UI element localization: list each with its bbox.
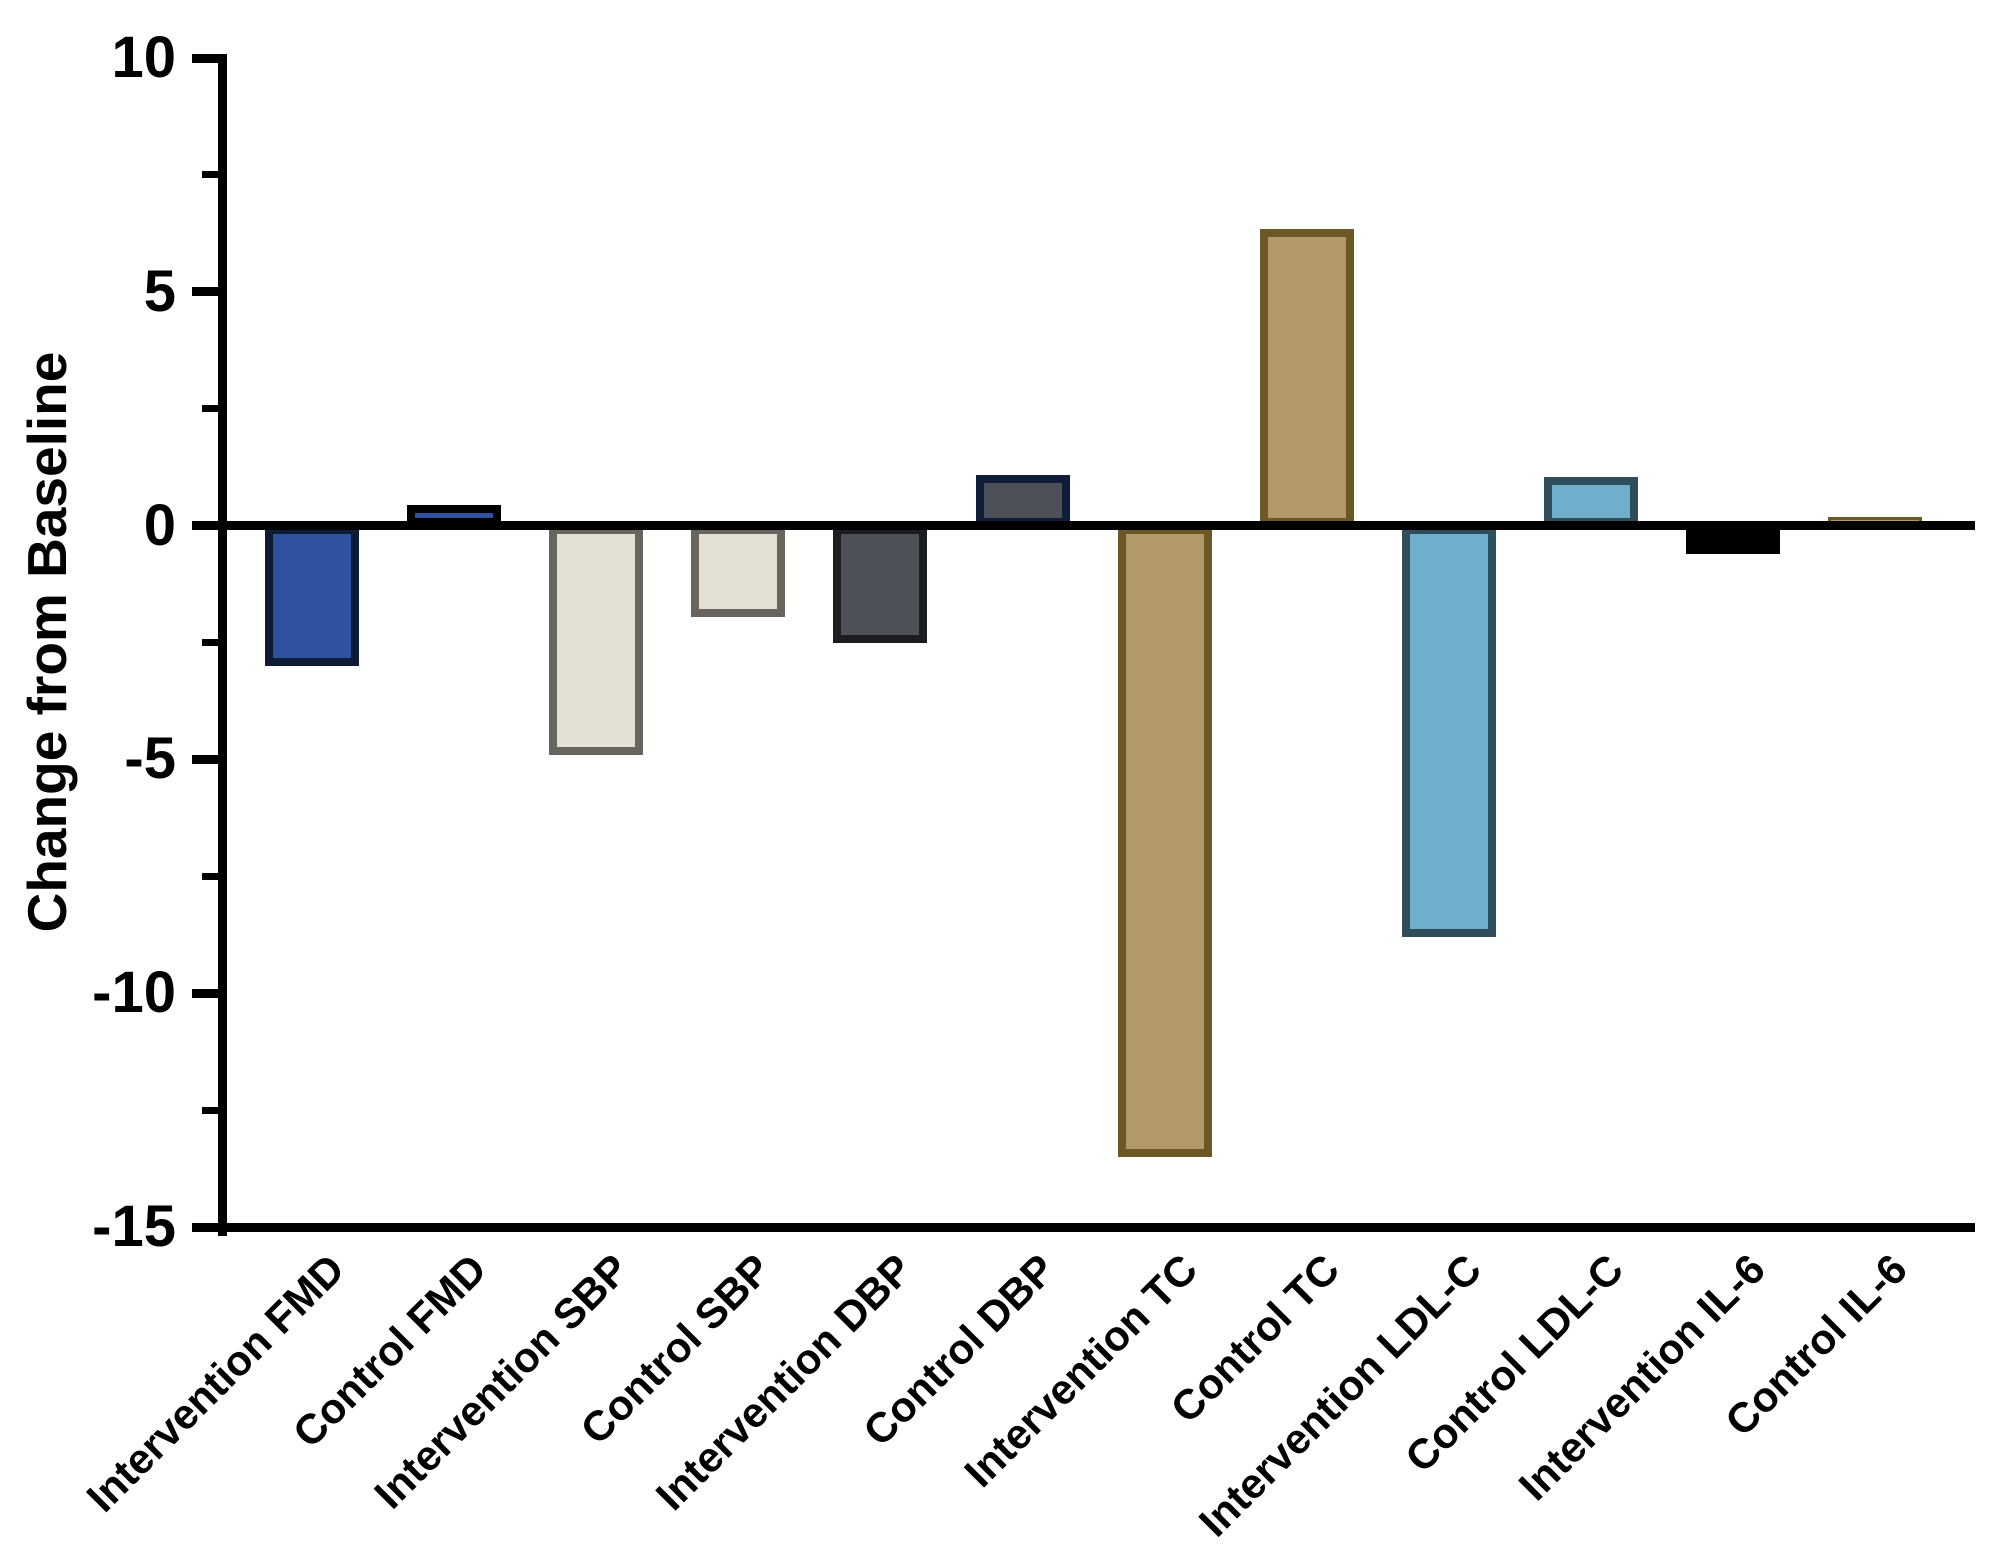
- y-minor-tick: [202, 405, 218, 413]
- y-minor-tick: [202, 1106, 218, 1114]
- x-axis-bottom-spine: [218, 1222, 1975, 1232]
- x-axis-zero-line: [218, 521, 1975, 531]
- y-tick-label: -15: [92, 1194, 176, 1259]
- y-major-tick: [192, 1222, 218, 1232]
- plot-area: 10 5 0 -5 -10 -15: [92, 25, 1975, 1259]
- bar-intervention-il-6: [1686, 526, 1780, 554]
- y-tick-label: -5: [124, 726, 176, 792]
- y-minor-tick: [202, 171, 218, 179]
- y-axis-spine: [218, 54, 227, 1236]
- y-minor-tick: [202, 872, 218, 880]
- y-axis-title: Change from Baseline: [16, 351, 78, 933]
- y-major-tick: [192, 53, 218, 63]
- y-major-tick: [192, 988, 218, 998]
- bar-control-sbp: [691, 526, 785, 617]
- x-tick-label-intervention-dbp: Intervention DBP: [647, 1245, 922, 1520]
- y-major-tick: [192, 521, 218, 531]
- bar-control-dbp: [976, 475, 1070, 526]
- bar-intervention-fmd: [265, 526, 359, 666]
- x-tick-label-intervention-sbp: Intervention SBP: [364, 1245, 638, 1518]
- y-tick-label: 10: [111, 25, 176, 90]
- bar-intervention-dbp: [833, 526, 927, 643]
- bar-control-ldl-c: [1544, 477, 1638, 526]
- bar-intervention-ldl-c: [1402, 526, 1496, 937]
- bar-intervention-tc: [1118, 526, 1212, 1157]
- x-tick-label-intervention-ldl-c: Intervention LDL-C: [1189, 1245, 1491, 1545]
- bar-intervention-sbp: [549, 526, 643, 755]
- bar-control-tc: [1260, 229, 1354, 526]
- x-tick-label-intervention-fmd: Intervention FMD: [77, 1245, 354, 1521]
- y-tick-label: -10: [92, 960, 176, 1026]
- x-tick-label-intervention-il-6: Intervention IL-6: [1509, 1245, 1775, 1510]
- y-tick-label: 0: [143, 492, 176, 558]
- y-minor-tick: [202, 639, 218, 646]
- y-major-tick: [192, 754, 218, 764]
- y-tick-label: 5: [143, 258, 176, 324]
- y-major-tick: [192, 287, 218, 297]
